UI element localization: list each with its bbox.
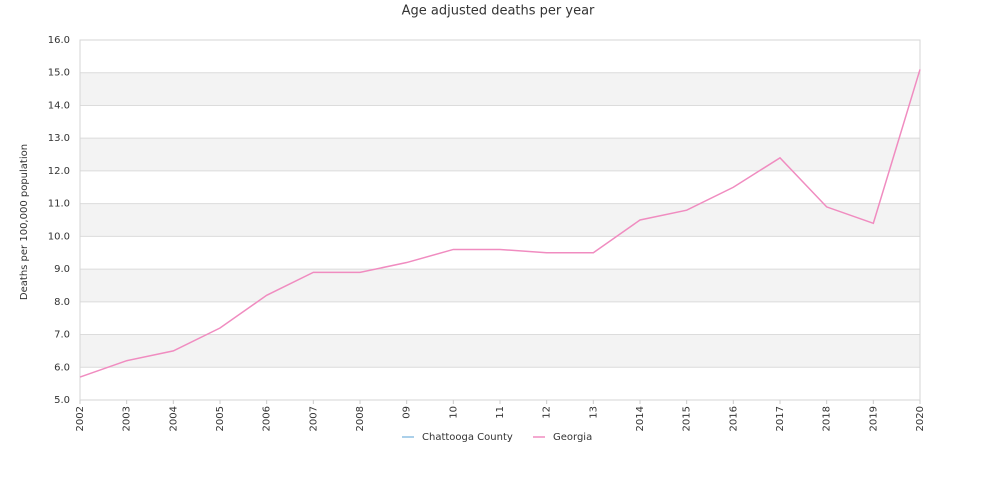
x-tick-label: 2016: [728, 406, 739, 431]
y-tick-label: 11.0: [48, 199, 70, 210]
grid-band: [80, 269, 920, 302]
x-tick-label: 2017: [775, 406, 786, 431]
x-tick-label: 2014: [635, 406, 646, 431]
legend-label: Chattooga County: [422, 432, 513, 443]
y-tick-label: 13.0: [48, 133, 70, 144]
y-tick-label: 9.0: [54, 264, 70, 275]
x-tick-label: 11: [495, 406, 506, 419]
y-tick-label: 15.0: [48, 68, 70, 79]
y-tick-label: 16.0: [48, 35, 70, 46]
y-tick-label: 6.0: [54, 362, 70, 373]
y-tick-label: 5.0: [54, 395, 70, 406]
x-tick-label: 2003: [122, 406, 133, 431]
x-tick-label: 10: [448, 406, 459, 419]
series-line: [79, 69, 921, 378]
x-tick-label: 2018: [822, 406, 833, 431]
y-axis-label: Deaths per 100,000 population: [19, 144, 30, 300]
y-tick-label: 8.0: [54, 297, 70, 308]
x-tick-label: 2020: [915, 406, 926, 431]
x-tick-label: 09: [402, 406, 413, 419]
grid-band: [80, 72, 920, 106]
x-tick-label: 2019: [868, 406, 879, 431]
x-tick-label: 2015: [682, 406, 693, 431]
y-tick-label: 12.0: [48, 166, 70, 177]
chart-title: Age adjusted deaths per year: [402, 4, 595, 19]
grid-band: [80, 138, 920, 171]
x-tick-label: 2007: [308, 406, 319, 431]
x-tick-label: 2005: [215, 406, 226, 431]
x-tick-label: 2006: [262, 406, 273, 431]
legend-label: Georgia: [553, 432, 592, 443]
x-tick-label: 2008: [355, 406, 366, 431]
x-tick-label: 13: [588, 406, 599, 419]
grid-band: [80, 203, 920, 237]
x-tick-label: 2004: [168, 406, 179, 431]
y-tick-label: 10.0: [48, 231, 70, 242]
y-tick-label: 7.0: [54, 330, 70, 341]
y-tick-label: 14.0: [48, 100, 70, 111]
grid-band: [80, 334, 920, 368]
x-tick-label: 2002: [75, 406, 86, 431]
x-tick-label: 12: [542, 406, 553, 419]
